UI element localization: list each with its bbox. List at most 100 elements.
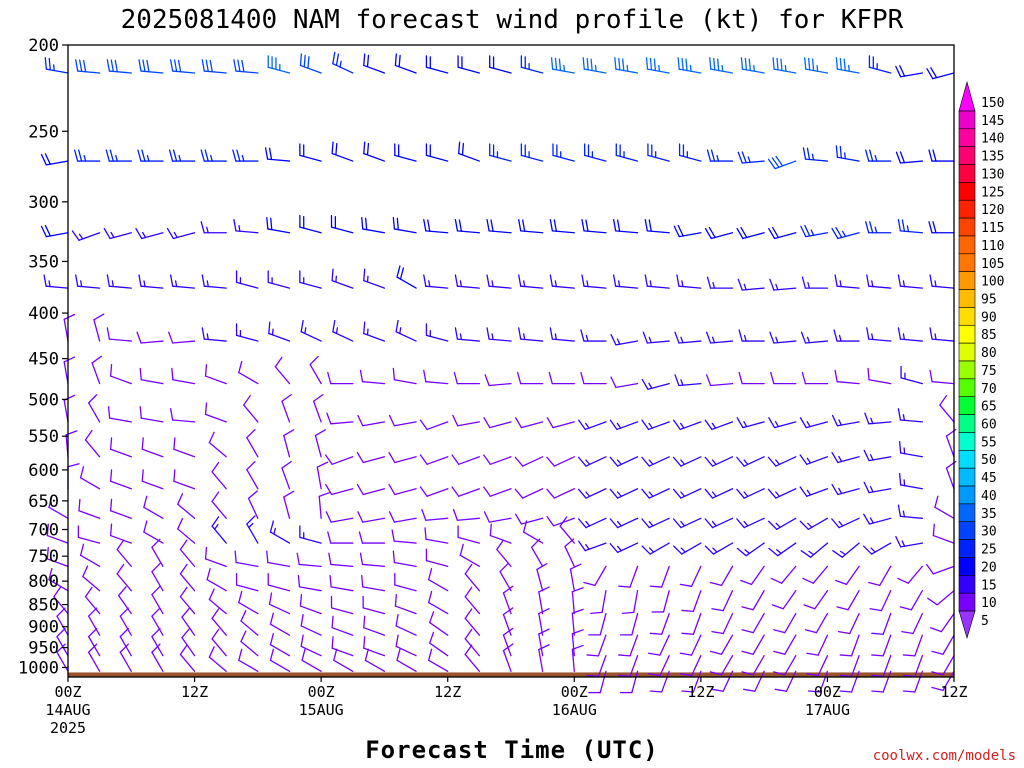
barb-flag (356, 451, 364, 464)
barb-staff (235, 70, 259, 74)
y-tick-label: 600 (28, 461, 59, 481)
barb-flag (204, 402, 208, 416)
colorbar-cell (958, 164, 976, 183)
barb-flag (388, 451, 396, 464)
barb-flag (331, 268, 334, 282)
barb-staff (299, 154, 322, 162)
barb-staff (87, 402, 101, 423)
barb-staff (879, 565, 892, 587)
wind-barb (802, 147, 829, 162)
wind-barb (773, 655, 797, 676)
barb-flag (359, 369, 364, 383)
barb-flag (179, 539, 188, 551)
colorbar-label: 80 (981, 346, 997, 361)
barb-staff (551, 338, 575, 342)
barb-flag (772, 226, 780, 239)
wind-barb (211, 461, 227, 490)
barb-staff (243, 404, 259, 423)
barb-staff (211, 525, 227, 544)
wind-barb (934, 495, 955, 519)
barb-flag (118, 586, 127, 597)
barb-flag (644, 218, 648, 232)
barb-staff (56, 651, 69, 672)
barb-staff (425, 381, 449, 385)
wind-barb (44, 57, 69, 74)
barb-flag (316, 461, 329, 468)
barb-staff (931, 381, 955, 385)
barb-flag (831, 227, 839, 240)
barb-staff (784, 655, 797, 676)
barb-flag (84, 586, 93, 598)
barb-staff (571, 612, 575, 636)
wind-barb (641, 456, 670, 467)
barb-staff (143, 506, 164, 519)
barb-half-flag (806, 420, 811, 428)
wind-barb (283, 490, 295, 519)
barb-flag (419, 419, 428, 431)
barb-half-flag (428, 280, 431, 288)
barb-staff (268, 332, 291, 342)
wind-barb (862, 542, 892, 555)
barb-flag (177, 59, 182, 73)
barb-staff (647, 154, 670, 162)
barb-flag (771, 604, 784, 610)
barb-staff (119, 615, 132, 636)
barb-half-flag (210, 154, 213, 162)
barb-staff (615, 382, 639, 389)
barb-staff (177, 503, 196, 519)
y-tick-label: 800 (28, 572, 59, 592)
wind-barb (868, 55, 892, 74)
barb-flag (461, 142, 465, 156)
wind-barb (328, 552, 354, 568)
barb-staff (428, 659, 449, 672)
barb-flag (618, 585, 631, 588)
wind-barb (314, 429, 326, 458)
barb-flag (453, 371, 459, 385)
barb-staff (394, 154, 417, 162)
barb-staff (648, 488, 670, 499)
barb-flag (333, 648, 338, 661)
wind-barb (395, 319, 417, 342)
barb-staff (629, 565, 639, 588)
y-tick-label: 750 (28, 547, 59, 567)
barb-staff (46, 558, 69, 568)
wind-barb (71, 230, 101, 241)
barb-flag (871, 690, 884, 693)
barb-staff (56, 615, 69, 636)
barb-flag (738, 371, 743, 385)
x-axis-label: Forecast Time (UTC) (365, 736, 659, 764)
colorbar-label: 110 (981, 239, 1004, 254)
wind-barb (299, 594, 322, 615)
barb-staff (838, 517, 860, 529)
y-tick-label: 400 (28, 304, 59, 324)
barb-half-flag (903, 447, 906, 455)
barb-flag (769, 278, 775, 291)
barb-flag (931, 686, 944, 692)
barb-flag (335, 53, 340, 67)
barb-flag (365, 217, 368, 231)
wind-barb (233, 218, 259, 234)
barb-flag (394, 53, 397, 67)
barb-flag (806, 652, 819, 656)
barb-flag (146, 59, 150, 73)
wind-barb (741, 655, 765, 676)
barb-staff (805, 68, 829, 74)
barb-flag (609, 456, 619, 467)
barb-flag (741, 606, 754, 611)
barb-staff (659, 655, 670, 677)
wind-barb (77, 525, 101, 544)
x-tick-label: 12Z (434, 683, 461, 701)
wind-barb (679, 655, 702, 677)
barb-flag (811, 58, 815, 72)
wind-barb (138, 274, 164, 289)
wind-barb (363, 53, 386, 74)
wind-barb (678, 143, 702, 162)
barb-flag (836, 606, 849, 611)
wind-barb (395, 614, 417, 636)
wind-barb (577, 488, 607, 499)
barb-staff (394, 605, 417, 615)
barb-staff (841, 542, 860, 558)
colorbar-cell (958, 235, 976, 255)
wind-barb (238, 648, 259, 672)
barb-flag (44, 57, 47, 70)
